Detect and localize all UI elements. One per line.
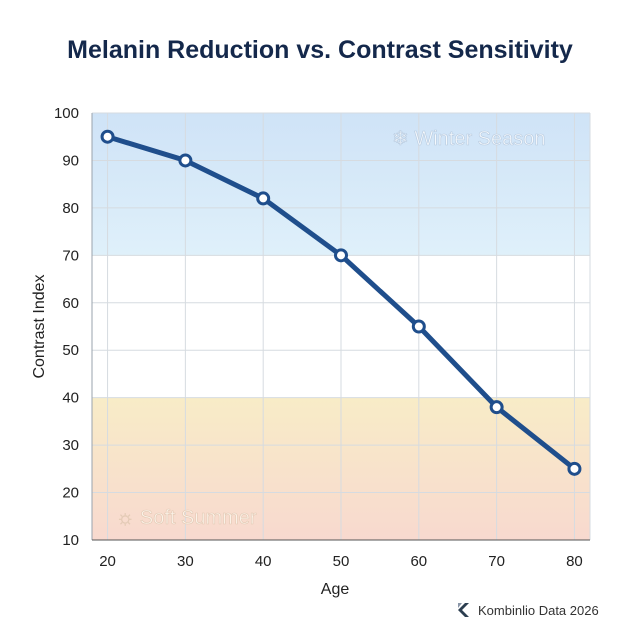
- y-tick-label: 80: [62, 200, 79, 217]
- x-tick-label: 80: [566, 553, 583, 570]
- x-tick-label: 40: [255, 553, 272, 570]
- band-label-summer: ☼ Soft Summer: [116, 507, 257, 529]
- x-axis-label: Age: [321, 581, 350, 598]
- y-tick-label: 40: [62, 390, 79, 407]
- x-tick-label: 50: [333, 553, 350, 570]
- band-label-winter: ❄ Winter Season: [392, 128, 546, 150]
- data-point: [100, 129, 115, 144]
- data-point: [256, 191, 271, 206]
- x-tick-label: 20: [99, 553, 116, 570]
- y-tick-label: 20: [62, 485, 79, 502]
- brand-logo-icon: [458, 603, 469, 617]
- y-tick-label: 60: [62, 295, 79, 312]
- data-point: [567, 461, 582, 476]
- y-tick-label: 70: [62, 247, 79, 264]
- chart-title: Melanin Reduction vs. Contrast Sensitivi…: [67, 36, 573, 64]
- footer-text: Kombinlio Data 2026: [478, 602, 599, 618]
- y-tick-label: 100: [54, 105, 79, 122]
- x-tick-label: 70: [488, 553, 505, 570]
- y-tick-label: 30: [62, 437, 79, 454]
- data-point: [334, 248, 348, 263]
- y-tick-label: 50: [62, 342, 79, 359]
- data-point: [411, 319, 426, 334]
- x-tick-label: 60: [410, 553, 427, 570]
- y-tick-label: 10: [62, 532, 79, 549]
- footer: Kombinlio Data 2026: [456, 602, 599, 618]
- data-point: [489, 400, 504, 415]
- data-point: [178, 153, 193, 168]
- x-tick-label: 30: [177, 553, 194, 570]
- y-tick-label: 90: [62, 152, 79, 169]
- y-axis-label: Contrast Index: [31, 274, 48, 378]
